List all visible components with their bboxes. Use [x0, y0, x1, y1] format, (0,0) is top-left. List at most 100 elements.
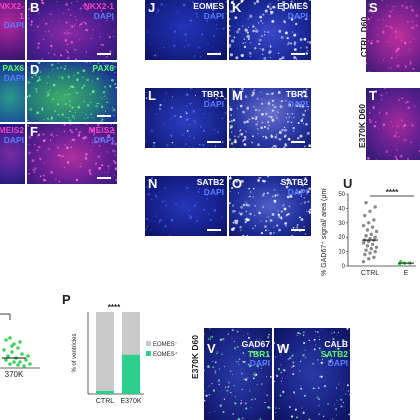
cell-dot: [385, 25, 388, 28]
cell-dot: [178, 26, 181, 28]
cell-dot: [154, 194, 158, 197]
cell-dot: [151, 3, 154, 6]
cell-dot: [271, 147, 274, 148]
cell-dot: [248, 364, 252, 368]
cell-dot: [209, 218, 212, 222]
cell-dot: [33, 129, 35, 132]
channel-label: PAX6 DAPI: [2, 63, 24, 83]
cell-dot: [111, 142, 114, 145]
cell-dot: [369, 22, 371, 24]
data-point: [373, 205, 377, 209]
cell-dot: [221, 216, 223, 218]
panel-letter: W: [277, 341, 290, 356]
y-axis-label: % GAD67⁺ signal/ area (μm²): [321, 188, 328, 276]
cell-dot: [46, 117, 49, 120]
cell-dot: [79, 165, 82, 168]
cell-dot: [211, 8, 215, 12]
cell-dot: [265, 376, 268, 378]
cell-dot: [300, 202, 302, 205]
cell-dot: [259, 339, 261, 341]
cell-dot: [307, 200, 310, 203]
cell-dot: [185, 93, 189, 97]
cell-dot: [261, 113, 264, 116]
micrograph-panel-s: S: [366, 0, 420, 72]
cell-dot: [64, 102, 67, 106]
data-point: [18, 340, 22, 344]
cell-dot: [60, 66, 63, 69]
significance-label: ****: [386, 188, 399, 197]
cell-dot: [241, 90, 244, 93]
cell-dot: [338, 383, 340, 385]
cell-dot: [199, 56, 202, 58]
cell-dot: [252, 187, 255, 190]
cell-dot: [39, 71, 42, 73]
cell-dot: [243, 45, 247, 49]
cell-dot: [288, 405, 291, 409]
cell-dot: [202, 129, 205, 132]
cell-dot: [334, 404, 335, 406]
cell-dot: [237, 417, 241, 420]
cell-dot: [309, 0, 311, 2]
cell-dot: [189, 88, 193, 90]
cell-dot: [264, 225, 267, 228]
data-point: [370, 242, 375, 247]
cell-dot: [255, 122, 259, 126]
cell-dot: [165, 5, 167, 7]
cell-dot: [96, 102, 98, 105]
cell-dot: [205, 394, 208, 397]
cell-dot: [403, 127, 405, 129]
cell-dot: [97, 124, 100, 127]
cell-dot: [39, 157, 42, 160]
data-point: [24, 358, 28, 362]
cell-dot: [284, 21, 286, 24]
cell-dot: [232, 413, 235, 415]
cell-dot: [240, 88, 244, 91]
cell-dot: [96, 77, 99, 80]
cell-dot: [306, 190, 310, 193]
cell-dot: [150, 129, 153, 132]
x-tick-label: 370K: [5, 370, 24, 379]
cell-dot: [99, 35, 102, 38]
panel-letter: M: [232, 88, 243, 103]
cell-dot: [274, 195, 277, 198]
cell-dot: [197, 147, 199, 148]
cell-dot: [112, 129, 115, 132]
channel-label: SATB2 DAPI: [196, 177, 224, 197]
cell-dot: [390, 26, 393, 29]
cell-dot: [278, 58, 282, 60]
cell-dot: [298, 102, 300, 104]
cell-dot: [102, 44, 105, 47]
cell-dot: [266, 5, 270, 8]
cell-dot: [369, 120, 373, 124]
cell-texture: [27, 0, 115, 60]
cell-dot: [247, 38, 250, 41]
cell-dot: [274, 105, 277, 109]
cell-dot: [77, 134, 81, 137]
cell-dot: [304, 349, 306, 351]
cell-dot: [192, 146, 194, 148]
cell-dot: [238, 364, 240, 366]
panel-letter: V: [207, 341, 216, 356]
cell-dot: [223, 398, 226, 400]
cell-dot: [59, 54, 63, 57]
cell-dot: [114, 161, 117, 164]
cell-dot: [407, 106, 410, 109]
cell-dot: [273, 183, 275, 185]
cell-dot: [375, 159, 378, 160]
cell-dot: [114, 154, 117, 156]
cell-dot: [170, 106, 174, 109]
cell-dot: [275, 411, 277, 413]
cell-dot: [205, 19, 209, 22]
cell-dot: [76, 0, 78, 3]
cell-dot: [215, 145, 217, 147]
cell-dot: [99, 137, 103, 141]
cell-dot: [98, 166, 102, 170]
cell-dot: [287, 358, 289, 360]
cell-dot: [73, 117, 76, 120]
cell-dot: [234, 16, 238, 20]
cell-dot: [266, 121, 270, 124]
cell-dot: [290, 93, 293, 95]
scale-bar: [97, 177, 111, 179]
cell-dot: [34, 144, 36, 146]
cell-dot: [264, 34, 266, 36]
